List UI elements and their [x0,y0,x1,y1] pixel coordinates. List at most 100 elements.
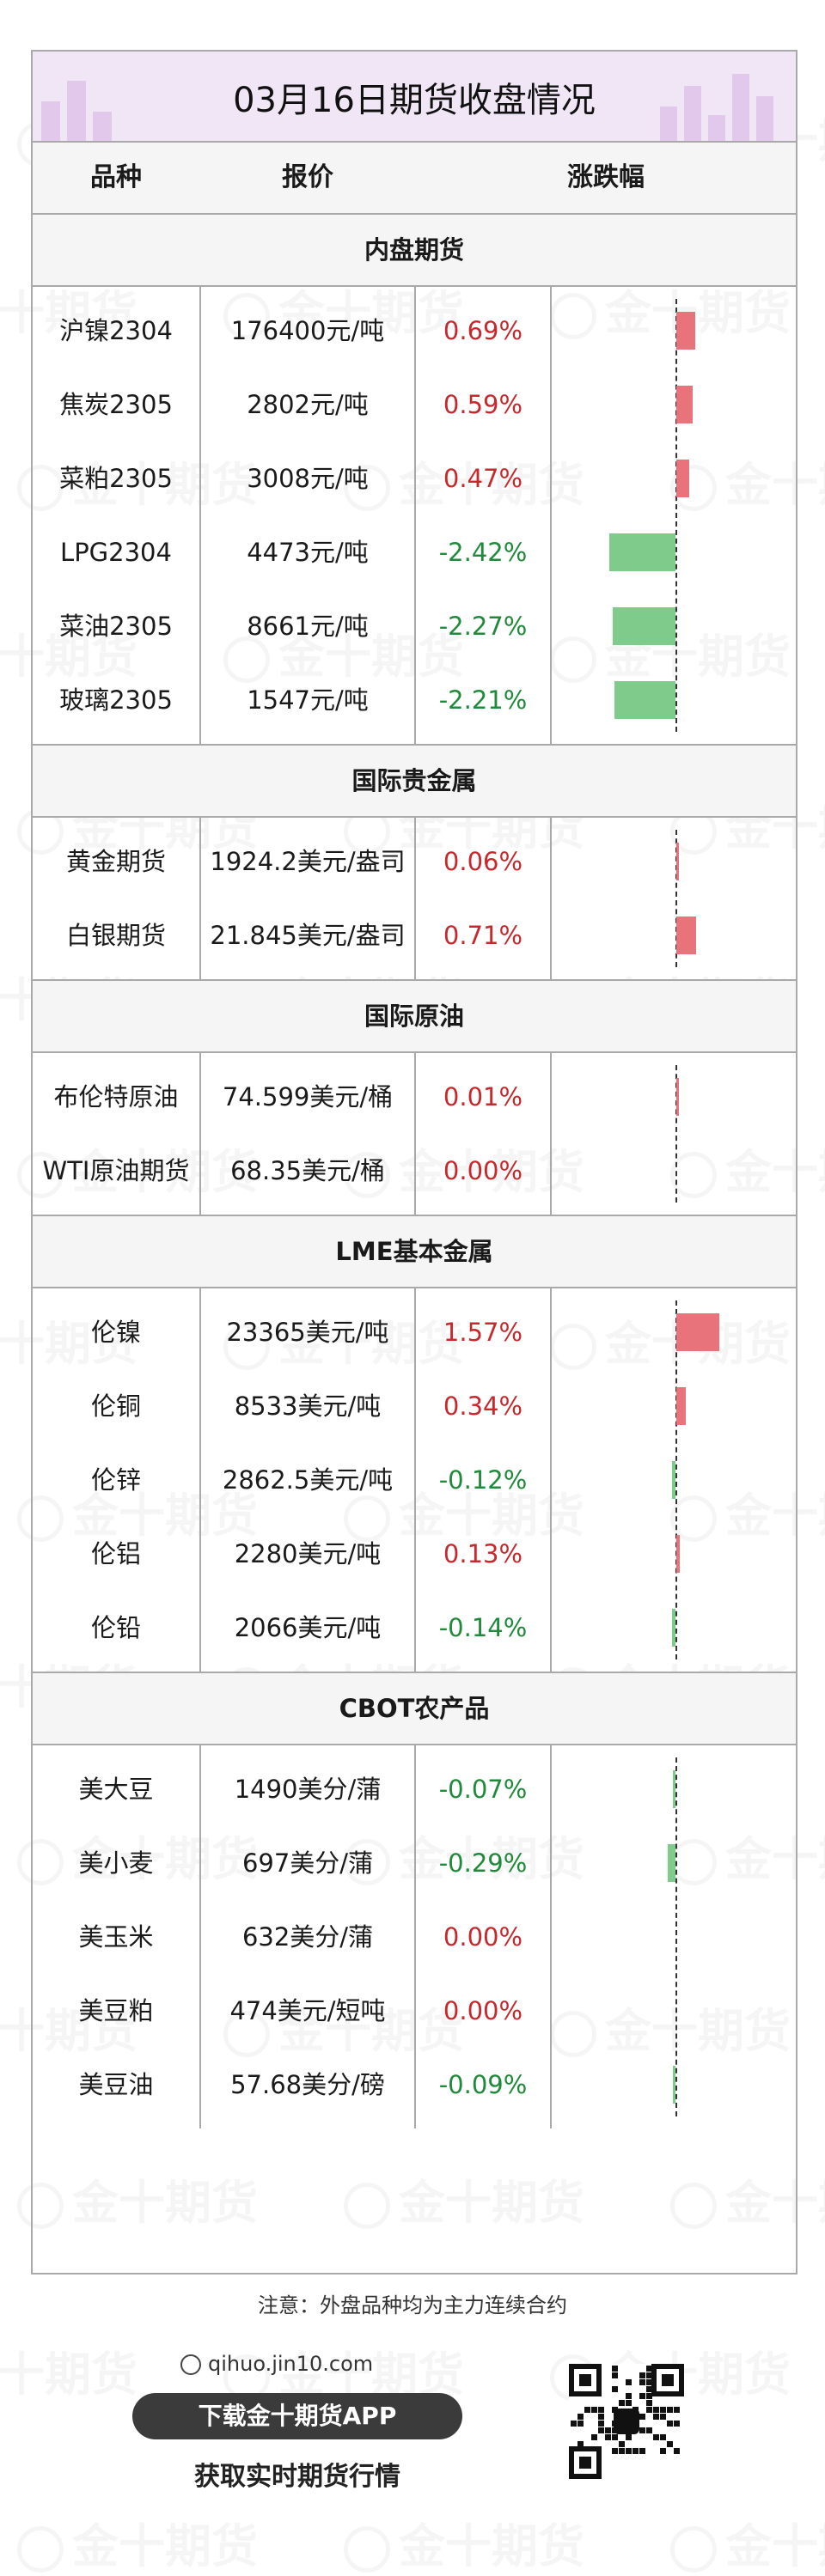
column-divider [550,818,552,979]
section-header: 国际贵金属 [33,744,796,818]
instrument-price: 8661元/吨 [247,612,369,641]
qr-module [598,2421,604,2427]
qr-module [660,2434,666,2440]
qr-module [639,2414,645,2420]
zero-line [675,1300,677,1659]
column-divider [414,287,416,744]
zero-line [675,1065,677,1203]
tagline: 获取实时期货行情 [194,2462,400,2492]
qr-module [626,2448,632,2454]
instrument-price: 2802元/吨 [247,390,369,419]
download-app-button[interactable]: 下载金十期货APP [132,2393,462,2439]
change-bar [676,386,693,423]
instrument-name: 美豆粕 [78,1996,154,2025]
qr-module [646,2427,652,2433]
qr-module [653,2414,659,2420]
instrument-name: 美小麦 [78,1848,154,1878]
watermark-logo-icon [17,2526,64,2573]
change-percent: -0.29% [438,1848,528,1878]
instrument-price: 74.599美元/桶 [222,1082,394,1111]
qr-module [584,2407,590,2413]
qr-module [605,2427,611,2433]
change-bar [667,1844,675,1882]
qr-module [626,2379,632,2385]
instrument-price: 68.35美元/桶 [230,1156,385,1185]
change-bar [673,2066,675,2104]
column-divider [199,818,201,979]
qr-module [612,2448,618,2454]
change-bar [676,460,690,497]
instrument-name: 玻璃2305 [59,685,173,715]
qr-module [639,2372,645,2378]
qr-code-icon[interactable] [569,2364,684,2479]
page-title: 03月16日期货收盘情况 [233,81,596,120]
watermark-tile: 金十期货 [0,2336,138,2404]
qr-module [626,2393,632,2399]
change-percent: 0.71% [443,921,523,950]
change-percent: 0.00% [443,1922,523,1952]
qr-module [579,2374,591,2386]
change-bar [676,1313,720,1351]
change-percent: -0.07% [438,1775,528,1804]
qr-module [605,2434,611,2440]
watermark-tile: 金十期货 [670,2508,825,2576]
column-divider [199,1288,201,1672]
qr-module [598,2427,604,2433]
column-divider [199,287,201,744]
instrument-name: 美玉米 [78,1922,154,1952]
qr-module [579,2457,591,2469]
qr-module [578,2414,584,2420]
instrument-price: 474美元/短吨 [229,1996,386,2025]
instrument-name: WTI原油期货 [42,1156,190,1185]
qr-module [632,2448,639,2454]
qr-module [674,2421,680,2427]
watermark-tile: 金十期货 [17,2508,258,2576]
qr-module [612,2386,618,2392]
qr-module [571,2421,577,2427]
site-url[interactable]: qihuo.jin10.com [180,2352,373,2376]
header-change: 涨跌幅 [567,162,645,192]
table-header: 品种 报价 涨跌幅 [33,143,796,215]
change-bar [676,917,696,954]
instrument-price: 176400元/吨 [230,316,385,345]
change-percent: 0.00% [443,1996,523,2025]
change-bar [672,1461,675,1499]
column-divider [199,1053,201,1215]
change-bar [671,1609,675,1647]
zero-line [675,299,677,732]
change-percent: -0.12% [438,1465,528,1495]
change-bar [614,681,675,719]
qr-module [662,2374,674,2386]
change-percent: -2.42% [438,538,528,567]
instrument-name: 伦铝 [90,1539,141,1568]
qr-module [619,2441,625,2447]
zero-line [675,1757,677,2116]
qr-module [578,2441,584,2447]
qr-module [639,2393,645,2399]
qr-module [619,2400,625,2406]
instrument-price: 23365美元/吨 [226,1318,389,1347]
column-divider [550,1053,552,1215]
change-bar [676,1078,679,1116]
change-bar [676,843,679,880]
change-percent: -2.21% [438,685,528,715]
instrument-price: 8533美元/吨 [234,1392,382,1421]
instrument-name: 伦铜 [90,1392,141,1421]
qr-module [626,2400,632,2406]
change-percent: 0.69% [443,316,523,345]
qr-module [598,2407,604,2413]
instrument-price: 57.68美分/磅 [230,2070,385,2099]
section-header: 国际原油 [33,979,796,1053]
qr-module [646,2372,652,2378]
instrument-price: 3008元/吨 [247,464,369,493]
instrument-price: 4473元/吨 [247,538,369,567]
qr-module [667,2421,673,2427]
column-divider [414,1288,416,1672]
qr-module [646,2400,652,2406]
instrument-price: 21.845美元/盎司 [210,921,406,950]
change-percent: -0.14% [438,1613,528,1642]
instrument-name: 菜粕2305 [59,464,173,493]
qr-module [578,2421,584,2427]
watermark-text: 金十期货 [399,2519,584,2573]
qr-module [646,2407,652,2413]
